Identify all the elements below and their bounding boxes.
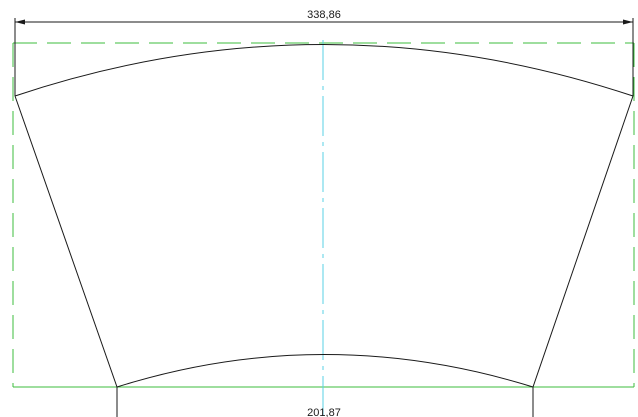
sector-outer-arc: [14, 44, 634, 97]
top-dimension-arrow-left: [15, 19, 25, 25]
sector-right-edge: [532, 95, 634, 388]
bottom-dimension-label: 201,87: [307, 407, 341, 417]
top-dimension-label: 338,86: [307, 9, 341, 21]
sector-outline: [14, 44, 634, 388]
bottom-dimension: 201,87: [116, 387, 534, 417]
sector-inner-arc: [116, 354, 534, 388]
top-dimension-arrow-right: [623, 19, 633, 25]
sector-left-edge: [14, 95, 118, 388]
top-dimension: 338,86: [14, 9, 634, 96]
